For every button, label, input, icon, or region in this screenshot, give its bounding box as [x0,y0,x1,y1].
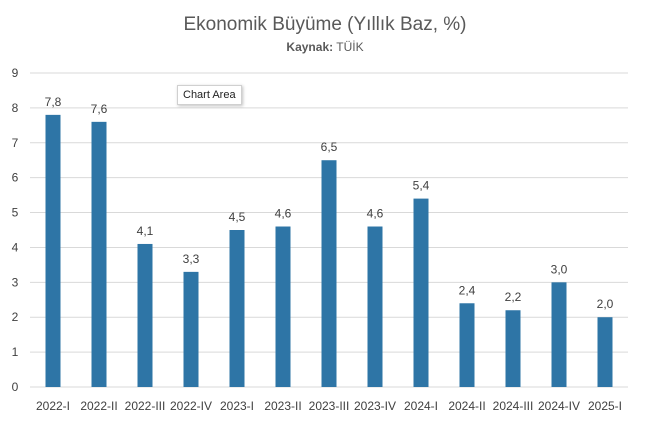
x-tick-label: 2023-II [264,399,301,413]
y-tick-label: 2 [12,310,19,324]
bar[interactable] [367,226,383,387]
bar[interactable] [183,271,199,387]
chart-subtitle: Kaynak: TÜİK [0,40,650,54]
subtitle-source: TÜİK [336,40,364,54]
x-tick-label: 2024-IV [538,399,580,413]
y-tick-label: 6 [12,171,19,185]
bar[interactable] [459,303,475,387]
x-tick-label: 2024-II [448,399,485,413]
bar[interactable] [45,114,61,387]
data-label: 3,3 [183,252,200,266]
y-tick-label: 7 [12,136,19,150]
y-tick-label: 0 [12,380,19,394]
data-label: 7,6 [91,102,108,116]
x-tick-label: 2022-IV [170,399,212,413]
x-tick-label: 2022-I [36,399,70,413]
data-label: 2,4 [459,283,476,297]
data-label: 2,2 [505,290,522,304]
x-tick-label: 2023-III [309,399,350,413]
y-tick-label: 1 [12,345,19,359]
x-tick-label: 2022-III [125,399,166,413]
bar[interactable] [505,310,521,387]
chart-title: Ekonomik Büyüme (Yıllık Baz, %) [183,14,467,35]
y-tick-label: 5 [12,206,19,220]
x-tick-label: 2024-III [493,399,534,413]
data-label: 4,6 [367,207,384,221]
subtitle-prefix: Kaynak: [286,40,334,54]
y-tick-label: 3 [12,275,19,289]
data-label: 7,8 [45,95,62,109]
data-label: 4,6 [275,207,292,221]
data-label: 4,5 [229,210,246,224]
x-tick-label: 2025-I [588,399,622,413]
bar[interactable] [551,282,567,387]
y-tick-label: 9 [12,66,19,80]
bar[interactable] [321,160,337,387]
data-label: 3,0 [551,262,568,276]
x-tick-label: 2022-II [80,399,117,413]
bar[interactable] [137,243,153,387]
x-tick-label: 2023-IV [354,399,396,413]
data-label: 6,5 [321,140,338,154]
bar[interactable] [275,226,291,387]
x-tick-label: 2023-I [220,399,254,413]
y-tick-label: 8 [12,101,19,115]
x-tick-label: 2024-I [404,399,438,413]
y-tick-label: 4 [12,240,19,254]
bar[interactable] [229,230,245,387]
bar[interactable] [597,317,613,387]
chart-area-tooltip: Chart Area [177,85,242,105]
bar[interactable] [413,198,429,387]
bar[interactable] [91,121,107,387]
data-label: 5,4 [413,179,430,193]
data-label: 4,1 [137,224,154,238]
data-label: 2,0 [597,297,614,311]
